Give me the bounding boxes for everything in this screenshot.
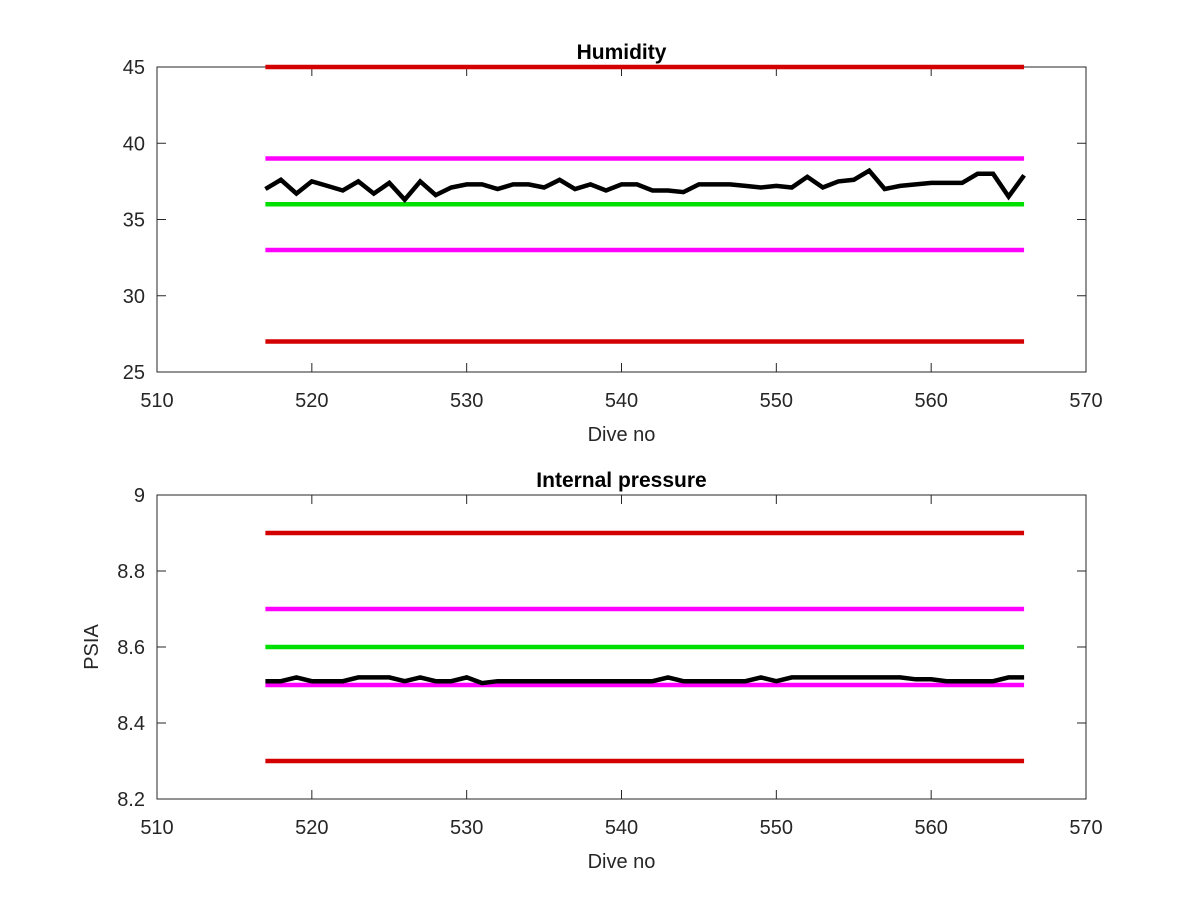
pressure-chart-title: Internal pressure	[536, 469, 706, 492]
humidity-x-tick-label: 540	[605, 390, 638, 412]
pressure-x-tick-label: 570	[1069, 817, 1102, 839]
humidity-y-tick-label: 30	[123, 286, 145, 308]
humidity-x-tick-label: 560	[914, 390, 947, 412]
humidity-y-tick-label: 35	[123, 210, 145, 232]
pressure-x-tick-label: 540	[605, 817, 638, 839]
pressure-y-tick-label: 8.4	[117, 713, 145, 735]
pressure-y-tick-label: 8.8	[117, 561, 145, 583]
pressure-y-tick-label: 9	[134, 485, 145, 507]
humidity-x-axis-label: Dive no	[588, 424, 656, 446]
pressure-x-tick-label: 550	[760, 817, 793, 839]
pressure-y-tick-label: 8.6	[117, 637, 145, 659]
internal-pressure-chart: 510 520 530 540 550 560 570 8.2 8.4 8.6 8.8 9 Intern…	[81, 469, 1103, 873]
pressure-y-tick-label: 8.2	[117, 789, 145, 811]
humidity-x-tick-label: 510	[140, 390, 173, 412]
humidity-y-tick-label: 40	[123, 133, 145, 155]
humidity-chart: 510 520 530 540 550 560 570 25 30 35 40 45 Humidity D…	[123, 41, 1103, 446]
humidity-y-tick-label: 45	[123, 57, 145, 79]
humidity-chart-title: Humidity	[577, 41, 667, 64]
humidity-data-series	[264, 167, 1026, 204]
humidity-x-tick-label: 570	[1069, 390, 1102, 412]
humidity-y-tick-label: 25	[123, 362, 145, 384]
humidity-x-tick-label: 550	[760, 390, 793, 412]
pressure-x-tick-label: 560	[914, 817, 947, 839]
pressure-x-tick-label: 520	[295, 817, 328, 839]
pressure-data-series	[265, 675, 1025, 686]
pressure-y-axis-label: PSIA	[81, 624, 103, 670]
humidity-x-tick-label: 520	[295, 390, 328, 412]
pressure-x-tick-label: 530	[450, 817, 483, 839]
pressure-x-axis-label: Dive no	[588, 851, 656, 873]
humidity-x-tick-label: 530	[450, 390, 483, 412]
humidity-axes-box	[156, 66, 1087, 373]
pressure-x-tick-label: 510	[140, 817, 173, 839]
